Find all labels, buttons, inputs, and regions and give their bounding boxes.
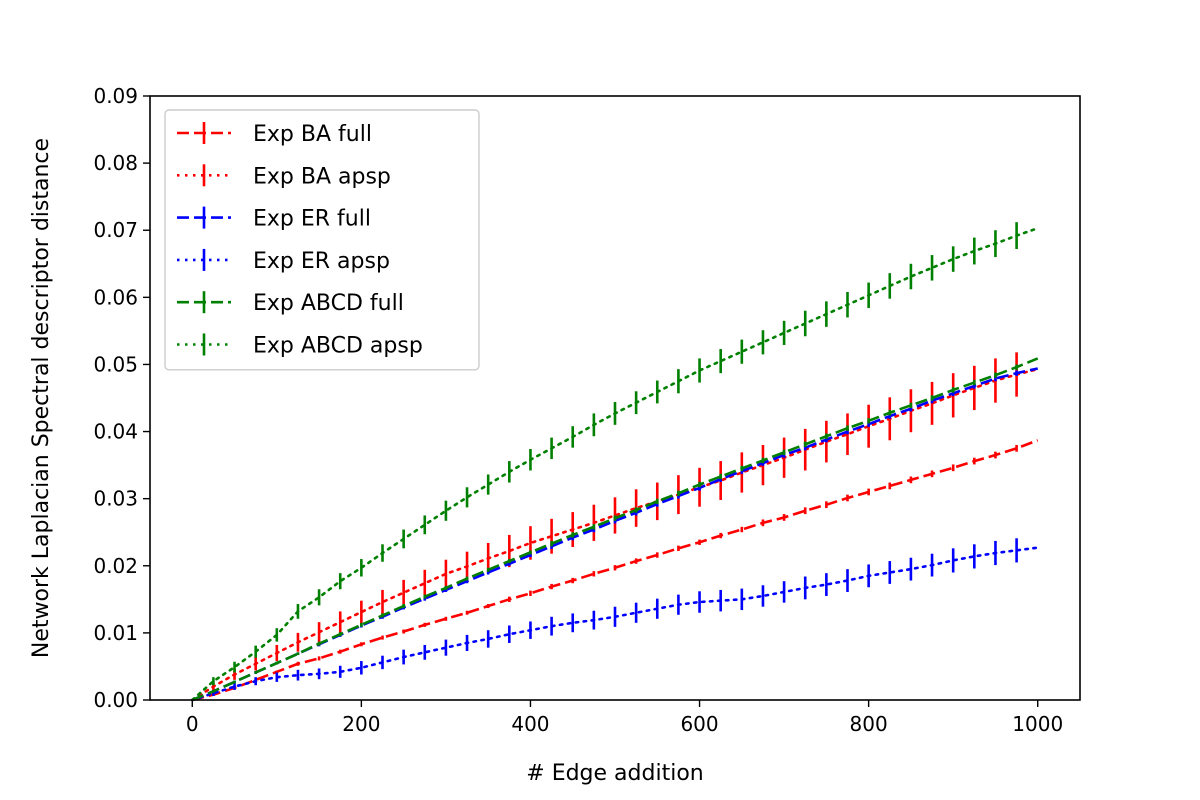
legend-item: Exp ABCD apsp xyxy=(177,333,423,359)
legend-label: Exp BA apsp xyxy=(253,164,391,189)
y-axis-label: Network Laplacian Spectral descriptor di… xyxy=(29,138,54,658)
series-5 xyxy=(190,222,1040,702)
series-line xyxy=(191,439,1039,702)
legend-item: Exp ER full xyxy=(177,206,371,232)
y-tick-label: 0.06 xyxy=(93,285,138,309)
series-line xyxy=(190,367,1040,702)
series-layer xyxy=(190,222,1040,702)
y-tick-label: 0.07 xyxy=(93,218,138,242)
x-tick-label: 800 xyxy=(850,712,888,736)
legend-label: Exp ABCD full xyxy=(253,291,404,316)
y-axis: 0.00 0.01 0.02 0.03 0.04 0.05 0.06 0.07 0.08 0.09 xyxy=(93,84,150,712)
x-tick-label: 400 xyxy=(511,712,549,736)
x-tick-label: 200 xyxy=(342,712,380,736)
y-tick-label: 0.03 xyxy=(93,487,138,511)
legend-label: Exp ER full xyxy=(253,207,371,232)
x-axis: 0 200 400 600 800 1000 xyxy=(186,700,1063,736)
legend-box xyxy=(164,109,480,371)
series-line xyxy=(190,546,1040,702)
legend-label: Exp ABCD apsp xyxy=(253,334,423,359)
legend-label: Exp ER apsp xyxy=(253,249,390,274)
y-tick-label: 0.05 xyxy=(93,352,138,376)
y-tick-label: 0.08 xyxy=(93,151,138,175)
series-line xyxy=(190,226,1040,702)
legend-item: Exp ER apsp xyxy=(177,248,390,274)
legend-label: Exp BA full xyxy=(253,122,372,147)
plot-frame xyxy=(149,95,1081,701)
series-4 xyxy=(191,357,1039,702)
x-tick-label: 600 xyxy=(680,712,718,736)
y-tick-label: 0.00 xyxy=(93,688,138,712)
series-line xyxy=(191,357,1039,702)
series-3 xyxy=(190,538,1040,702)
y-tick-label: 0.09 xyxy=(93,84,138,108)
legend-item: Exp BA apsp xyxy=(177,164,391,189)
x-tick-label: 1000 xyxy=(1012,712,1063,736)
legend-item: Exp BA full xyxy=(177,122,372,147)
x-axis-label: # Edge addition xyxy=(526,761,703,786)
legend-item: Exp ABCD full xyxy=(177,291,404,316)
y-tick-label: 0.01 xyxy=(93,621,138,645)
y-tick-label: 0.02 xyxy=(93,554,138,578)
x-tick-label: 0 xyxy=(186,712,199,736)
legend: Exp BA full Exp BA apsp Exp ER full Exp ER … xyxy=(164,109,480,371)
y-tick-label: 0.04 xyxy=(93,420,138,444)
